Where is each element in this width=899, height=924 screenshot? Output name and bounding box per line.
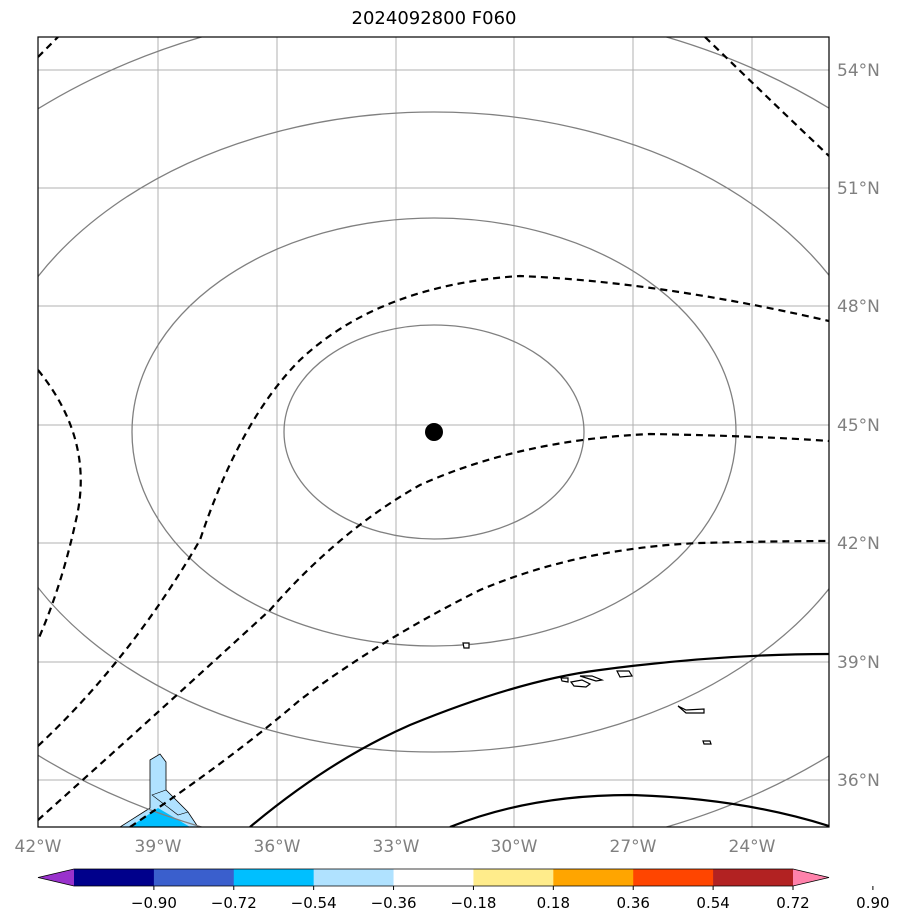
colorbar-tick-label: −0.90 <box>131 894 177 912</box>
dashed-contour-left <box>38 369 82 641</box>
island-pico-faial <box>616 670 634 678</box>
coastlines <box>462 642 712 745</box>
colorbar-segment <box>74 869 155 886</box>
latitude-labels: 54°N 51°N 48°N 45°N 42°N 39°N 36°N <box>837 61 880 791</box>
colorbar-segment <box>313 869 395 886</box>
lat-label: 42°N <box>837 534 880 554</box>
colorbar-tick-label: 0.90 <box>856 894 889 912</box>
colorbar-tick-label: 0.18 <box>537 894 570 912</box>
colorbar-segment <box>633 869 714 886</box>
colorbar-extension-low <box>38 869 74 886</box>
colorbar: −0.90 −0.72 −0.54 −0.36 −0.18 0.18 0.36 0.54 0.7… <box>37 868 890 912</box>
dashed-contour-topright <box>704 37 829 157</box>
dashed-contour-2 <box>38 432 829 821</box>
solid-contour-1 <box>249 652 829 827</box>
lon-label: 39°W <box>135 837 182 857</box>
colorbar-tick-label: 0.72 <box>776 894 809 912</box>
dashed-contour-3 <box>129 539 829 827</box>
colorbar-extension-high <box>793 869 829 886</box>
island-terceira <box>569 679 592 688</box>
dashed-contour-topleft <box>38 37 59 58</box>
colorbar-segment <box>553 869 634 886</box>
lon-label: 27°W <box>610 837 657 857</box>
colorbar-segment <box>393 869 474 886</box>
colorbar-segment <box>153 869 235 886</box>
colorbar-tick-label: 0.36 <box>617 894 650 912</box>
colorbar-tick-label: −0.18 <box>450 894 496 912</box>
lon-label: 36°W <box>254 837 301 857</box>
colorbar-segment <box>713 869 794 886</box>
map-title: 2024092800 F060 <box>351 8 517 29</box>
shaded-anomaly-region <box>119 753 199 827</box>
lon-label: 33°W <box>373 837 420 857</box>
island-flores <box>462 642 470 649</box>
lon-label: 42°W <box>15 837 62 857</box>
storm-center-marker <box>425 423 443 441</box>
colorbar-segment <box>473 869 554 886</box>
gray-contour-1 <box>283 324 585 540</box>
colorbar-outline <box>37 868 830 887</box>
colorbar-tick-label: −0.72 <box>211 894 257 912</box>
dashed-contour-1 <box>38 274 829 747</box>
gray-contour-3 <box>38 111 829 753</box>
island-sao-miguel <box>677 705 705 714</box>
lat-label: 51°N <box>837 179 880 199</box>
lon-label: 24°W <box>729 837 776 857</box>
lat-label: 39°N <box>837 653 880 673</box>
gray-contour-2 <box>131 217 737 647</box>
graticule <box>38 37 829 827</box>
island-graciosa <box>560 677 569 683</box>
solid-contours <box>249 652 829 827</box>
colorbar-tick-label: 0.54 <box>696 894 729 912</box>
colorbar-segment <box>233 869 315 886</box>
map-frame <box>37 36 830 828</box>
solid-contour-2 <box>449 793 829 827</box>
lat-label: 45°N <box>837 416 880 436</box>
colorbar-tick-label: −0.36 <box>371 894 417 912</box>
lat-label: 36°N <box>837 771 880 791</box>
lon-label: 30°W <box>491 837 538 857</box>
island-sao-jorge <box>579 675 605 682</box>
longitude-labels: 42°W 39°W 36°W 33°W 30°W 27°W 24°W <box>15 837 776 857</box>
lat-label: 54°N <box>837 61 880 81</box>
colorbar-tick-label: −0.54 <box>291 894 337 912</box>
dashed-contours <box>38 37 829 827</box>
lat-label: 48°N <box>837 297 880 317</box>
island-santa-maria <box>702 740 712 745</box>
